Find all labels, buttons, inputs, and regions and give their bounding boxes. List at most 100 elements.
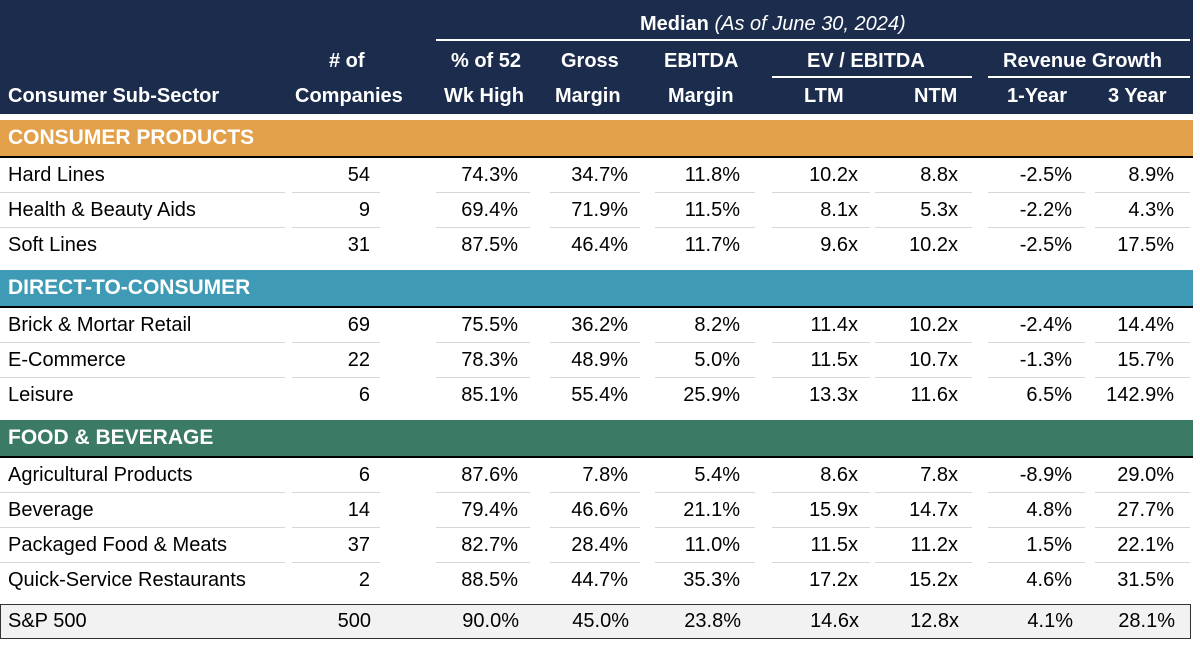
- row-gross-value: 46.6%: [571, 499, 628, 521]
- row-divider: [655, 562, 755, 563]
- row-rev1-value: 4.8%: [1026, 499, 1072, 521]
- section-title: CONSUMER PRODUCTS: [8, 126, 255, 149]
- table-row: Packaged Food & Meats 37 82.7% 28.4% 11.0% 11…: [0, 528, 1193, 563]
- row-divider: [292, 527, 380, 528]
- benchmark-name: S&P 500: [8, 610, 87, 632]
- row-sub-sector-name: Hard Lines: [8, 164, 105, 186]
- row-pct52-value: 74.3%: [461, 164, 518, 186]
- table-row: Hard Lines 54 74.3% 34.7% 11.8% 10.2x 8.8x -2.5…: [0, 158, 1193, 193]
- row-divider: [0, 377, 285, 378]
- row-divider: [436, 227, 530, 228]
- row-rev1-value: -8.9%: [1019, 464, 1072, 486]
- row-divider: [550, 527, 640, 528]
- row-gross-value: 71.9%: [571, 199, 628, 221]
- row-divider: [655, 192, 755, 193]
- row-divider: [436, 377, 530, 378]
- row-sub-sector-name: E-Commerce: [8, 349, 126, 371]
- row-divider: [655, 342, 755, 343]
- row-ltm-value: 15.9x: [809, 499, 858, 521]
- benchmark-pct52: 90.0%: [462, 610, 519, 632]
- row-gross-value: 36.2%: [571, 314, 628, 336]
- row-ntm-value: 10.7x: [909, 349, 958, 371]
- row-rev3-value: 22.1%: [1117, 534, 1174, 556]
- row-ltm-value: 17.2x: [809, 569, 858, 591]
- table-row: Soft Lines 31 87.5% 46.4% 11.7% 9.6x 10.2x -2.5…: [0, 228, 1193, 263]
- table-row: Leisure 6 85.1% 55.4% 25.9% 13.3x 11.6x 6.5% 142…: [0, 378, 1193, 413]
- row-ebitda-value: 35.3%: [683, 569, 740, 591]
- row-divider: [772, 492, 870, 493]
- section-header-band: CONSUMER PRODUCTS: [0, 120, 1193, 158]
- row-divider: [875, 342, 972, 343]
- row-gross-value: 28.4%: [571, 534, 628, 556]
- row-divider: [550, 377, 640, 378]
- row-divider: [0, 562, 285, 563]
- row-divider: [1095, 192, 1190, 193]
- row-divider: [1095, 492, 1190, 493]
- row-pct52-value: 69.4%: [461, 199, 518, 221]
- row-divider: [772, 377, 870, 378]
- row-companies-value: 14: [347, 499, 370, 521]
- row-companies-value: 22: [347, 349, 370, 371]
- row-ebitda-value: 11.0%: [684, 534, 740, 556]
- benchmark-ltm: 14.6x: [810, 610, 859, 632]
- row-divider: [875, 562, 972, 563]
- row-rev3-value: 14.4%: [1117, 314, 1174, 336]
- row-divider: [772, 192, 870, 193]
- row-sub-sector-name: Brick & Mortar Retail: [8, 314, 192, 336]
- revenue-growth-group-header: Revenue Growth: [1003, 50, 1162, 72]
- row-ntm-value: 14.7x: [909, 499, 958, 521]
- row-divider: [875, 227, 972, 228]
- row-companies-value: 31: [347, 234, 370, 256]
- row-rev3-value: 31.5%: [1117, 569, 1174, 591]
- row-pct52-value: 78.3%: [461, 349, 518, 371]
- row-divider: [292, 342, 380, 343]
- row-rev1-value: -2.5%: [1019, 234, 1072, 256]
- revenue-growth-underline: [988, 76, 1190, 78]
- row-divider: [772, 227, 870, 228]
- benchmark-companies: 500: [337, 610, 371, 632]
- row-rev3-value: 8.9%: [1128, 164, 1174, 186]
- row-divider: [550, 342, 640, 343]
- ebitda-header-top: EBITDA: [664, 50, 739, 72]
- row-gross-value: 48.9%: [571, 349, 628, 371]
- row-ebitda-value: 5.0%: [694, 349, 740, 371]
- row-ltm-value: 11.5x: [810, 349, 858, 371]
- sub-sector-header: Consumer Sub-Sector: [8, 85, 220, 107]
- row-divider: [550, 227, 640, 228]
- row-pct52-value: 75.5%: [461, 314, 518, 336]
- row-rev3-value: 27.7%: [1117, 499, 1174, 521]
- row-ebitda-value: 25.9%: [683, 384, 740, 406]
- row-pct52-value: 85.1%: [461, 384, 518, 406]
- pct52-header-top: % of 52: [451, 50, 522, 72]
- row-divider: [655, 227, 755, 228]
- row-divider: [0, 492, 285, 493]
- row-divider: [436, 527, 530, 528]
- ev-ebitda-underline: [772, 76, 972, 78]
- section-title: DIRECT-TO-CONSUMER: [8, 276, 251, 299]
- row-sub-sector-name: Packaged Food & Meats: [8, 534, 228, 556]
- ev-ltm-header: LTM: [804, 85, 844, 107]
- median-date-note: (As of June 30, 2024): [714, 13, 906, 35]
- benchmark-rev3: 28.1%: [1118, 610, 1175, 632]
- row-ltm-value: 10.2x: [809, 164, 858, 186]
- row-divider: [988, 492, 1085, 493]
- row-pct52-value: 87.6%: [461, 464, 518, 486]
- table-header: Median (As of June 30, 2024) # of Compan…: [0, 0, 1193, 114]
- row-divider: [655, 377, 755, 378]
- companies-header-bottom: Companies: [295, 85, 403, 107]
- ev-ebitda-group-header: EV / EBITDA: [807, 50, 925, 72]
- rev-1year-header: 1-Year: [1007, 85, 1068, 107]
- row-sub-sector-name: Beverage: [8, 499, 94, 521]
- row-divider: [988, 562, 1085, 563]
- benchmark-row-sp500: S&P 500 500 90.0% 45.0% 23.8% 14.6x 12.8…: [0, 604, 1191, 639]
- row-divider: [655, 527, 755, 528]
- row-divider: [292, 192, 380, 193]
- row-divider: [988, 342, 1085, 343]
- row-divider: [875, 377, 972, 378]
- row-ntm-value: 15.2x: [909, 569, 958, 591]
- row-divider: [988, 227, 1085, 228]
- row-ltm-value: 8.6x: [820, 464, 858, 486]
- row-ntm-value: 10.2x: [909, 314, 958, 336]
- row-divider: [550, 492, 640, 493]
